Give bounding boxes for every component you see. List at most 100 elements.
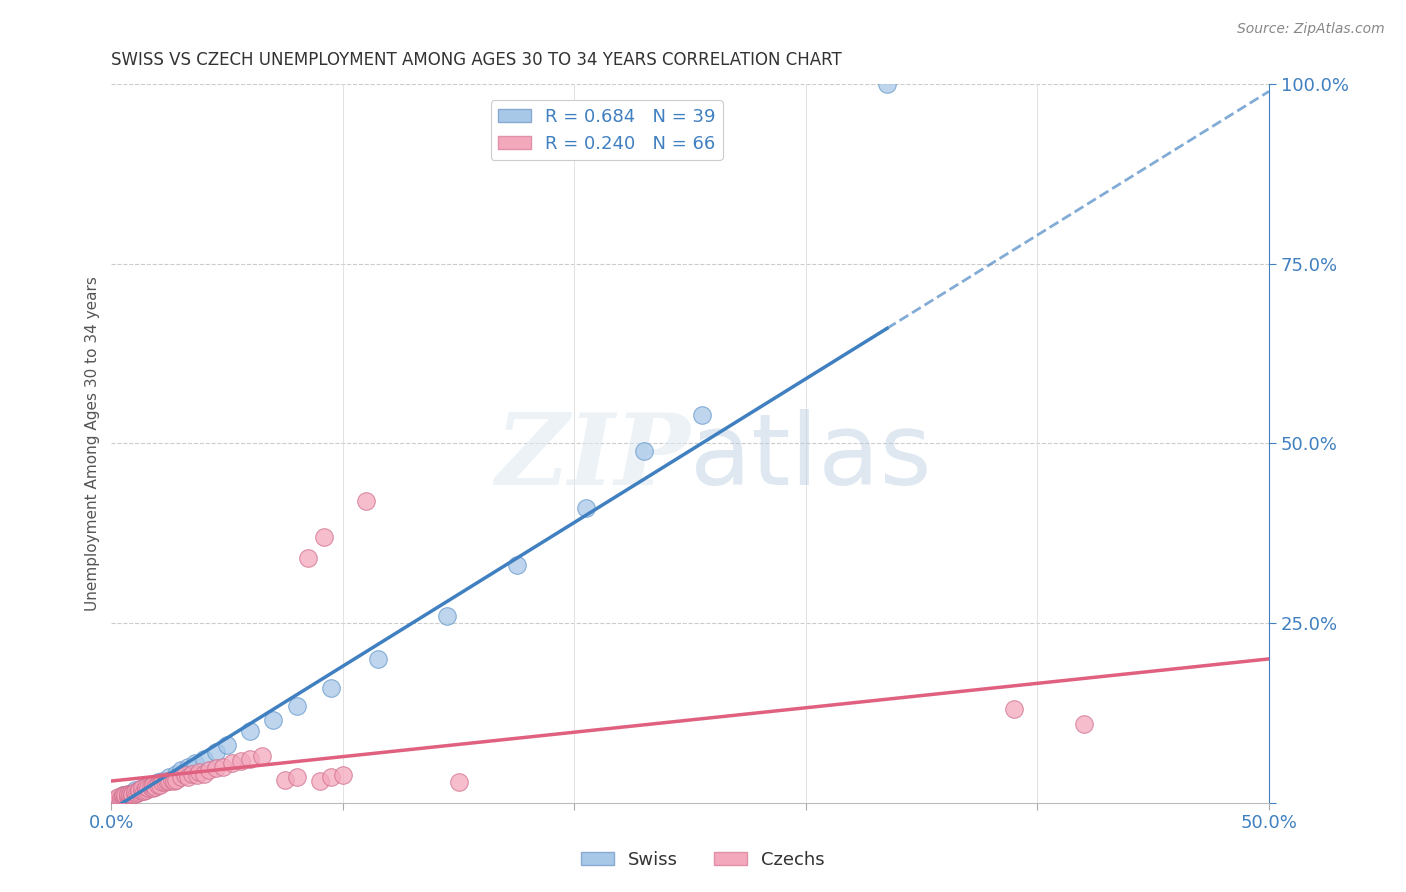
- Point: [124, 785, 146, 799]
- Point: [250, 748, 273, 763]
- Point: [332, 768, 354, 782]
- Point: [135, 780, 157, 794]
- Point: [107, 789, 129, 804]
- Point: [111, 791, 134, 805]
- Text: Source: ZipAtlas.com: Source: ZipAtlas.com: [1237, 22, 1385, 37]
- Point: [690, 408, 713, 422]
- Point: [188, 765, 211, 780]
- Point: [110, 789, 132, 804]
- Point: [149, 778, 172, 792]
- Point: [193, 767, 215, 781]
- Point: [131, 784, 153, 798]
- Point: [128, 785, 150, 799]
- Point: [211, 759, 233, 773]
- Point: [1002, 702, 1025, 716]
- Point: [229, 754, 252, 768]
- Text: atlas: atlas: [690, 409, 932, 507]
- Point: [111, 789, 134, 803]
- Point: [110, 790, 132, 805]
- Point: [156, 774, 179, 789]
- Point: [633, 443, 655, 458]
- Point: [121, 787, 143, 801]
- Point: [1073, 716, 1095, 731]
- Point: [132, 784, 155, 798]
- Text: ZIP: ZIP: [495, 409, 690, 506]
- Point: [117, 789, 139, 803]
- Point: [204, 761, 226, 775]
- Point: [107, 792, 129, 806]
- Point: [146, 778, 169, 792]
- Point: [117, 789, 139, 803]
- Point: [114, 789, 136, 803]
- Point: [197, 764, 219, 778]
- Point: [177, 759, 200, 773]
- Point: [111, 789, 134, 803]
- Point: [204, 745, 226, 759]
- Point: [174, 768, 197, 782]
- Point: [321, 681, 343, 695]
- Point: [239, 752, 262, 766]
- Point: [111, 789, 134, 804]
- Point: [285, 771, 308, 785]
- Point: [575, 501, 598, 516]
- Point: [142, 778, 165, 792]
- Point: [118, 787, 141, 801]
- Point: [170, 771, 193, 785]
- Point: [107, 791, 129, 805]
- Point: [117, 787, 139, 801]
- Point: [321, 771, 343, 785]
- Point: [153, 775, 176, 789]
- Point: [263, 713, 285, 727]
- Point: [165, 772, 187, 787]
- Point: [274, 772, 297, 787]
- Point: [447, 775, 470, 789]
- Legend: R = 0.684   N = 39, R = 0.240   N = 66: R = 0.684 N = 39, R = 0.240 N = 66: [491, 100, 723, 160]
- Point: [142, 781, 165, 796]
- Point: [239, 723, 262, 738]
- Point: [354, 493, 377, 508]
- Point: [139, 780, 162, 794]
- Point: [105, 792, 128, 806]
- Point: [117, 787, 139, 801]
- Point: [118, 789, 141, 803]
- Point: [117, 789, 139, 804]
- Point: [128, 784, 150, 798]
- Point: [285, 698, 308, 713]
- Point: [876, 77, 898, 91]
- Point: [217, 738, 239, 752]
- Point: [184, 756, 207, 770]
- Point: [110, 792, 132, 806]
- Y-axis label: Unemployment Among Ages 30 to 34 years: Unemployment Among Ages 30 to 34 years: [86, 276, 100, 611]
- Point: [308, 774, 330, 789]
- Point: [135, 782, 157, 797]
- Point: [160, 772, 183, 787]
- Point: [193, 752, 215, 766]
- Point: [297, 551, 319, 566]
- Point: [177, 771, 200, 785]
- Point: [367, 652, 389, 666]
- Point: [170, 764, 193, 778]
- Point: [436, 608, 458, 623]
- Point: [157, 774, 180, 789]
- Point: [146, 775, 169, 789]
- Point: [150, 775, 173, 789]
- Point: [105, 792, 128, 806]
- Point: [181, 767, 204, 781]
- Point: [124, 787, 146, 801]
- Point: [111, 791, 134, 805]
- Legend: Swiss, Czechs: Swiss, Czechs: [574, 844, 832, 876]
- Point: [145, 780, 167, 794]
- Point: [114, 789, 136, 804]
- Point: [124, 782, 146, 797]
- Point: [118, 789, 141, 803]
- Point: [221, 756, 243, 770]
- Point: [186, 768, 208, 782]
- Point: [150, 774, 173, 789]
- Point: [110, 792, 132, 806]
- Point: [163, 774, 186, 789]
- Point: [121, 787, 143, 801]
- Point: [121, 789, 143, 803]
- Point: [142, 778, 165, 792]
- Point: [135, 780, 157, 794]
- Point: [125, 785, 148, 799]
